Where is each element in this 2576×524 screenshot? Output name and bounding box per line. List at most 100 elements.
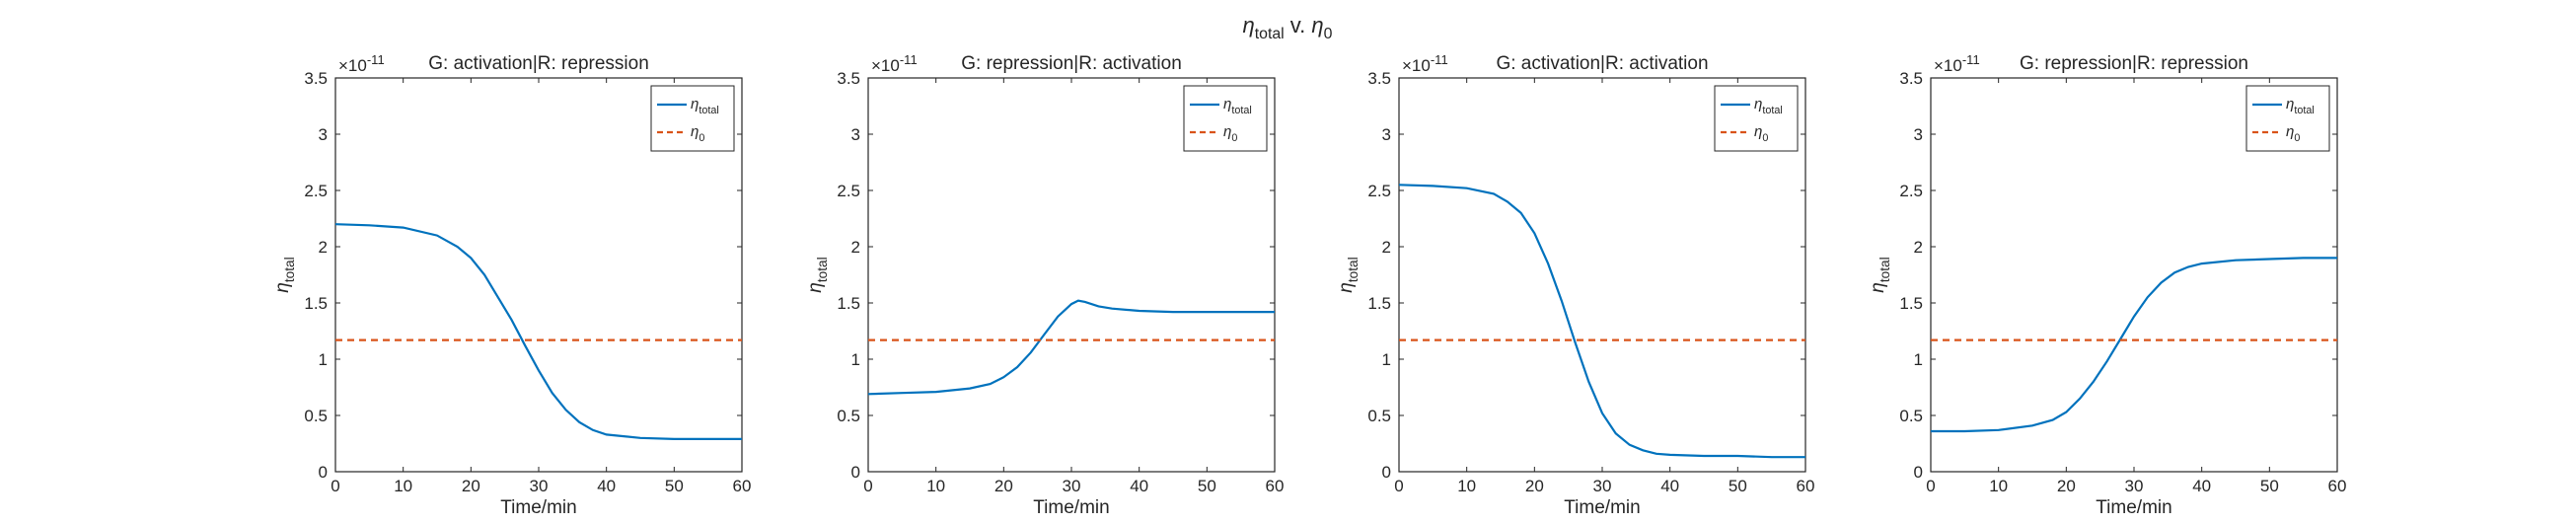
y-exponent-power: -11 [1962, 52, 1980, 67]
y-tick-label: 2.5 [1367, 182, 1391, 200]
subplot-title: G: repression|R: activation [961, 53, 1182, 74]
x-tick-label: 30 [530, 477, 549, 495]
x-tick-label: 20 [2057, 477, 2076, 495]
y-tick-label: 3.5 [1899, 69, 1923, 88]
y-tick-label: 0 [319, 463, 328, 482]
y-tick-label: 3 [1382, 125, 1391, 144]
y-axis-label-sub: total [815, 257, 830, 282]
y-axis-label: ηtotal [272, 257, 297, 292]
x-tick-label: 30 [2125, 477, 2144, 495]
y-exponent-label: ×10-11 [1402, 52, 1448, 75]
legend-entry-label: ηtotal [691, 96, 719, 116]
y-tick-label: 0 [1382, 463, 1391, 482]
x-tick-label: 60 [1797, 477, 1815, 495]
subplot-title: G: repression|R: repression [2020, 53, 2248, 74]
y-exponent-power: -11 [367, 52, 385, 67]
subplot-title: G: activation|R: repression [428, 53, 649, 74]
x-tick-label: 60 [2328, 477, 2347, 495]
y-tick-label: 3.5 [837, 69, 860, 88]
x-tick-label: 20 [462, 477, 480, 495]
legend-entry-label: ηtotal [2286, 96, 2315, 116]
y-exponent-label: ×10-11 [338, 52, 385, 75]
y-axis-label-symbol: η [272, 282, 293, 293]
legend-entry-label: η0 [1754, 123, 1768, 144]
x-tick-label: 0 [331, 477, 339, 495]
x-tick-label: 40 [597, 477, 616, 495]
y-exponent-base: ×10 [871, 56, 900, 75]
x-tick-label: 10 [394, 477, 412, 495]
y-tick-label: 2 [319, 238, 328, 257]
series-line-eta-total [1931, 257, 2337, 433]
x-tick-label: 50 [665, 477, 684, 495]
y-exponent-base: ×10 [338, 56, 367, 75]
x-tick-label: 50 [1198, 477, 1216, 495]
y-tick-label: 0 [1914, 463, 1923, 482]
series-line-eta-total [334, 223, 742, 440]
subplot-2: 0 10 20 30 40 50 60 0 0.5 1 1.5 2 2.5 3 3.5 ×10-11 G: re… [805, 52, 1284, 518]
y-tick-label: 1.5 [304, 294, 328, 313]
legend-entry-symbol: η [2286, 96, 2294, 112]
figure-title-symbol2: η [1311, 13, 1323, 37]
legend-entry-symbol: η [2286, 123, 2294, 140]
y-tick-label: 2 [1382, 238, 1391, 257]
x-tick-label: 0 [863, 477, 872, 495]
x-tick-label: 60 [1266, 477, 1285, 495]
y-exponent-label: ×10-11 [1934, 52, 1980, 75]
y-tick-label: 0.5 [304, 407, 328, 425]
legend-entry-label: η0 [1223, 123, 1237, 144]
y-exponent-base: ×10 [1402, 56, 1431, 75]
y-tick-label: 1 [851, 350, 860, 369]
subplot-4: 0 10 20 30 40 50 60 0 0.5 1 1.5 2 2.5 3 3.5 ×10-11 G: re… [1868, 52, 2346, 518]
subplot-3: 0 10 20 30 40 50 60 0 0.5 1 1.5 2 2.5 3 3.5 ×10-11 G: ac… [1336, 52, 1814, 518]
legend-entry-sub: 0 [1231, 132, 1237, 144]
x-tick-label: 40 [2192, 477, 2211, 495]
y-tick-label: 3.5 [1367, 69, 1391, 88]
legend-entry-sub: 0 [1762, 132, 1768, 144]
y-axis-label-sub: total [1877, 257, 1892, 282]
y-tick-label: 0 [851, 463, 860, 482]
subplot-1: 0 10 20 30 40 50 60 0 0.5 1 1.5 2 2.5 3 3.5 ×10-11 G: ac… [272, 52, 751, 518]
subplot-title: G: activation|R: activation [1496, 53, 1708, 74]
y-tick-label: 2 [851, 238, 860, 257]
legend-box [2245, 85, 2330, 152]
y-tick-label: 0.5 [1367, 407, 1391, 425]
legend-entry-sub: total [2294, 105, 2314, 116]
x-tick-label: 60 [733, 477, 752, 495]
x-tick-label: 20 [994, 477, 1013, 495]
y-axis-label: ηtotal [805, 257, 830, 292]
x-tick-label: 20 [1525, 477, 1544, 495]
legend-entry-symbol: η [691, 123, 699, 140]
x-axis-label: Time/min [1033, 497, 1109, 518]
legend-entry-label: ηtotal [1754, 96, 1783, 116]
y-tick-label: 2 [1914, 238, 1923, 257]
y-axis-label-sub: total [1346, 257, 1361, 282]
x-tick-label: 10 [1457, 477, 1476, 495]
x-axis-label: Time/min [500, 497, 576, 518]
legend-entry-sub: total [1231, 105, 1251, 116]
y-tick-label: 2.5 [304, 182, 328, 200]
legend-entry-symbol: η [1223, 96, 1231, 112]
y-tick-label: 3.5 [304, 69, 328, 88]
legend-box [650, 85, 735, 152]
y-axis-label-symbol: η [1336, 282, 1357, 293]
series-line-eta-total [1398, 184, 1805, 459]
legend-entry-symbol: η [1754, 96, 1762, 112]
legend-box [1714, 85, 1799, 152]
y-tick-label: 1.5 [1367, 294, 1391, 313]
y-tick-label: 2.5 [1899, 182, 1923, 200]
x-tick-label: 0 [1926, 477, 1935, 495]
legend-entry-label: ηtotal [1223, 96, 1252, 116]
legend-entry-symbol: η [1223, 123, 1231, 140]
series-line-eta-total [867, 299, 1275, 396]
y-tick-label: 0.5 [1899, 407, 1923, 425]
y-axis-label-symbol: η [1868, 282, 1888, 293]
x-tick-label: 0 [1394, 477, 1403, 495]
figure-title-symbol: η [1243, 13, 1255, 37]
legend-box [1183, 85, 1268, 152]
y-tick-label: 1 [1382, 350, 1391, 369]
